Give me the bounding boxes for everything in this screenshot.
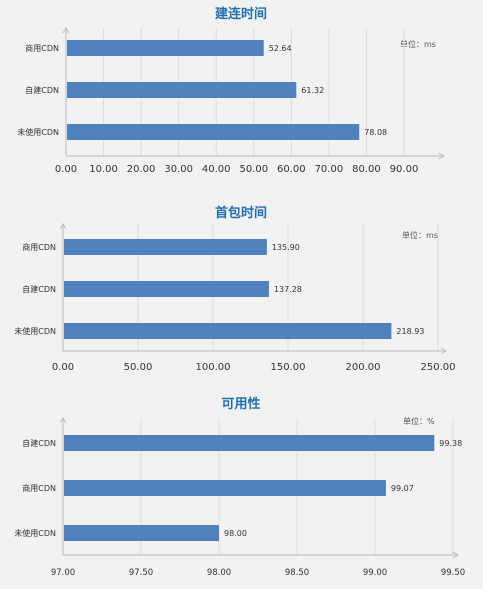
x-tick-label: 250.00 [421, 362, 456, 373]
bar [64, 525, 219, 541]
x-tick-label: 99.50 [441, 568, 465, 578]
x-tick-label: 0.00 [52, 362, 74, 373]
y-axis-arrow [59, 223, 67, 230]
data-label: 52.64 [269, 44, 292, 53]
x-tick-label: 20.00 [127, 164, 156, 175]
x-tick-label: 97.50 [129, 568, 153, 578]
chart-title: 建连时间 [215, 6, 267, 22]
chart-title: 首包时间 [215, 205, 267, 221]
chart-title: 可用性 [221, 396, 260, 412]
category-label: 自建CDN [22, 284, 56, 294]
data-label: 137.28 [274, 285, 302, 294]
category-label: 未使用CDN [14, 326, 56, 336]
x-tick-label: 90.00 [390, 164, 419, 175]
bar [64, 281, 269, 297]
x-axis-arrow [438, 152, 445, 160]
data-label: 78.08 [364, 128, 387, 137]
x-tick-label: 80.00 [352, 164, 381, 175]
category-label: 商用CDN [22, 242, 56, 252]
x-axis-arrow [440, 347, 447, 355]
x-tick-label: 50.00 [124, 362, 153, 373]
bar [64, 435, 435, 451]
x-tick-label: 30.00 [164, 164, 193, 175]
bar [64, 323, 392, 339]
panel-background [0, 0, 483, 197]
x-tick-label: 150.00 [271, 362, 306, 373]
unit-label: 单位：% [403, 416, 435, 426]
x-tick-label: 50.00 [239, 164, 268, 175]
x-tick-label: 10.00 [89, 164, 118, 175]
category-label: 自建CDN [22, 438, 56, 448]
bar [64, 480, 386, 496]
data-label: 218.93 [396, 327, 424, 336]
bar [67, 82, 297, 98]
y-axis-arrow [59, 417, 67, 424]
x-tick-label: 70.00 [315, 164, 344, 175]
x-axis-arrow [452, 551, 459, 559]
unit-label: 单位：ms [400, 39, 436, 49]
bar [67, 40, 264, 56]
unit-label: 单位：ms [402, 230, 438, 240]
data-label: 135.90 [272, 243, 300, 252]
data-label: 99.38 [439, 439, 462, 448]
x-tick-label: 60.00 [277, 164, 306, 175]
bar [67, 124, 360, 140]
data-label: 61.32 [301, 86, 324, 95]
category-label: 自建CDN [25, 85, 59, 95]
data-label: 98.00 [224, 529, 247, 538]
x-tick-label: 100.00 [196, 362, 231, 373]
x-tick-label: 97.00 [51, 568, 75, 578]
bar [64, 239, 267, 255]
y-axis-arrow [62, 27, 70, 34]
category-label: 商用CDN [22, 483, 56, 493]
category-label: 未使用CDN [14, 528, 56, 538]
x-tick-label: 40.00 [202, 164, 231, 175]
data-label: 99.07 [391, 484, 414, 493]
x-tick-label: 98.50 [285, 568, 309, 578]
category-label: 商用CDN [25, 43, 59, 53]
category-label: 未使用CDN [17, 127, 59, 137]
x-tick-label: 99.00 [363, 568, 387, 578]
x-tick-label: 0.00 [55, 164, 77, 175]
x-tick-label: 98.00 [207, 568, 231, 578]
x-tick-label: 200.00 [346, 362, 381, 373]
